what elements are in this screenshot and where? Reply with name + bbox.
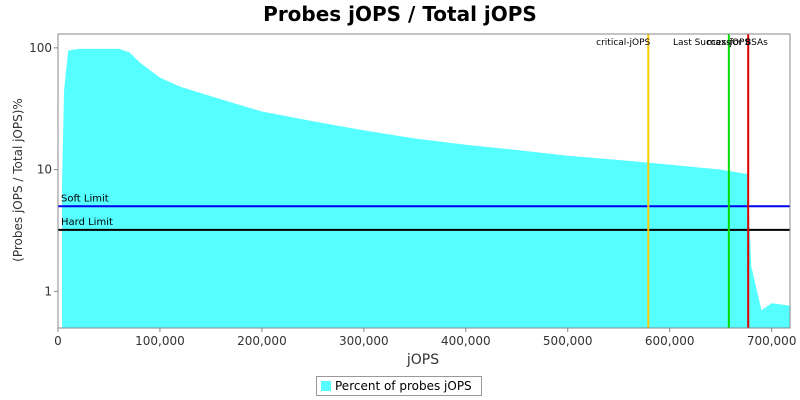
- x-tick-label: 200,000: [237, 334, 287, 348]
- series-area: [62, 48, 790, 329]
- legend: Percent of probes jOPS: [316, 376, 482, 396]
- x-axis-label: jOPS: [406, 352, 439, 368]
- y-tick-label: 100: [29, 41, 52, 55]
- legend-swatch: [321, 381, 331, 391]
- last-success-label: Last Success: [673, 38, 731, 48]
- x-tick-label: 700,000: [747, 334, 797, 348]
- limit-label-soft-limit: Soft Limit: [61, 193, 109, 204]
- y-tick-label: 1: [44, 284, 52, 298]
- x-tick-label: 400,000: [441, 334, 491, 348]
- for-bsas-label: for BSAs: [730, 38, 768, 48]
- x-tick-label: 500,000: [543, 334, 593, 348]
- x-tick-label: 100,000: [135, 334, 185, 348]
- critical-jops-label: critical-jOPS: [596, 38, 650, 48]
- limit-label-hard-limit: Hard Limit: [61, 217, 113, 228]
- x-tick-label: 300,000: [339, 334, 389, 348]
- max-jops-label: max-jOPS: [707, 38, 751, 48]
- legend-label: Percent of probes jOPS: [335, 379, 472, 393]
- chart-title: Probes jOPS / Total jOPS: [263, 2, 537, 26]
- x-tick-label: 600,000: [645, 334, 695, 348]
- x-tick-label: 0: [54, 334, 62, 348]
- plot-area: Soft Limit Hard Limit critical-jOPS Last Su…: [29, 33, 797, 348]
- y-tick-label: 10: [37, 163, 52, 177]
- plot-border: [57, 33, 791, 329]
- y-axis-label: (Probes jOPS / Total jOPS)%: [11, 98, 25, 262]
